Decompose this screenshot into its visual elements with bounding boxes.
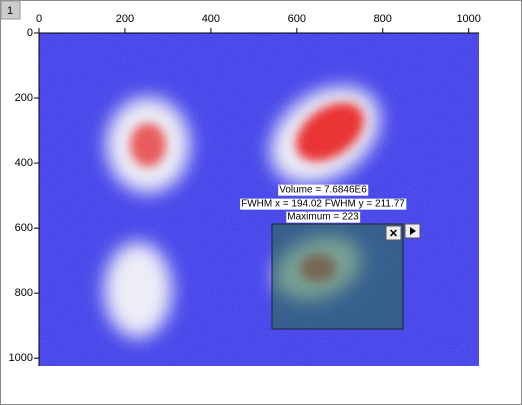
x-tick-label: 1000 xyxy=(456,13,480,25)
roi-annotation: Maximum = 223 xyxy=(287,212,359,223)
x-tick-label: 600 xyxy=(288,13,306,25)
y-tick-label: 400 xyxy=(15,157,33,169)
tab-label: 1 xyxy=(7,5,13,17)
tab[interactable] xyxy=(0,0,21,20)
y-tick-label: 200 xyxy=(15,92,33,104)
y-tick-label: 1000 xyxy=(9,352,33,364)
x-tick-label: 400 xyxy=(202,13,220,25)
x-tick-label: 800 xyxy=(374,13,392,25)
roi[interactable] xyxy=(271,223,404,330)
y-tick-label: 600 xyxy=(15,222,33,234)
y-tick-label: 0 xyxy=(27,27,33,39)
annotation-background xyxy=(240,198,407,210)
close-button[interactable] xyxy=(385,225,402,241)
x-tick-label: 0 xyxy=(36,13,42,25)
roi-annotation: FWHM x = 194.02 FWHM y = 211.77 xyxy=(241,199,405,210)
close-icon: ✕ xyxy=(389,228,398,240)
annotation-background xyxy=(278,184,369,196)
menu-icon xyxy=(410,227,416,235)
y-tick-label: 800 xyxy=(15,287,33,299)
annotation-background xyxy=(286,211,361,223)
roi-annotation: Volume = 7.6846E6 xyxy=(279,185,367,196)
x-tick-label: 200 xyxy=(116,13,134,25)
